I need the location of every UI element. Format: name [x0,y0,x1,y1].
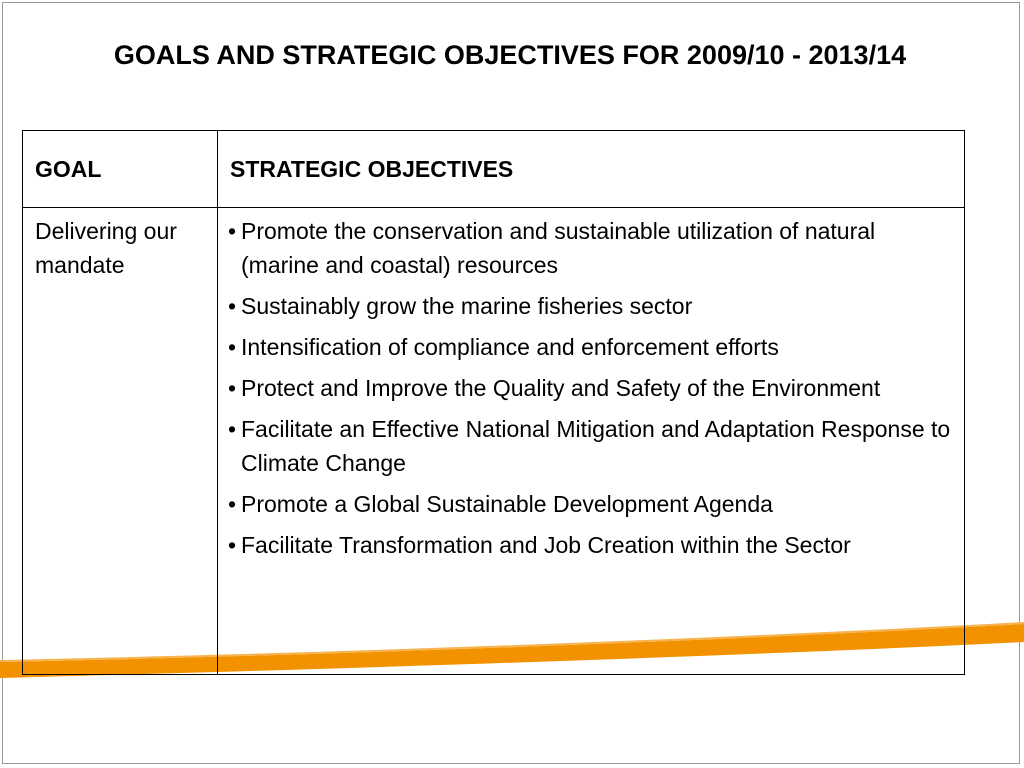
objective-text: Protect and Improve the Quality and Safe… [241,375,881,401]
header-strategic-objectives: STRATEGIC OBJECTIVES [217,130,965,208]
bullet-icon: • [228,532,237,558]
bullet-icon: • [228,375,237,401]
table-header-row: GOAL STRATEGIC OBJECTIVES [22,130,965,208]
objective-item: • Protect and Improve the Quality and Sa… [228,371,952,405]
bullet-icon: • [228,218,237,244]
objective-text: Promote a Global Sustainable Development… [241,491,773,517]
objective-item: • Facilitate an Effective National Mitig… [228,412,952,480]
objective-text: Intensification of compliance and enforc… [241,334,779,360]
bullet-icon: • [228,334,237,360]
objectives-cell: • Promote the conservation and sustainab… [217,207,965,675]
slide-title: GOALS AND STRATEGIC OBJECTIVES FOR 2009/… [113,40,907,70]
objective-text: Facilitate an Effective National Mitigat… [241,416,951,476]
objective-item: • Intensification of compliance and enfo… [228,330,952,364]
objective-text: Sustainably grow the marine fisheries se… [241,293,693,319]
objective-item: • Facilitate Transformation and Job Crea… [228,528,952,562]
bullet-icon: • [228,416,237,442]
objective-item: • Sustainably grow the marine fisheries … [228,289,952,323]
objective-text: Promote the conservation and sustainable… [241,218,876,278]
bullet-icon: • [228,491,237,517]
objective-item: • Promote a Global Sustainable Developme… [228,487,952,521]
table-row: Delivering our mandate • Promote the con… [22,207,965,675]
goals-objectives-table: GOAL STRATEGIC OBJECTIVES Delivering our… [22,130,965,675]
goal-cell: Delivering our mandate [22,207,218,675]
header-goal: GOAL [22,130,218,208]
objective-item: • Promote the conservation and sustainab… [228,214,952,282]
objective-text: Facilitate Transformation and Job Creati… [241,532,851,558]
bullet-icon: • [228,293,237,319]
